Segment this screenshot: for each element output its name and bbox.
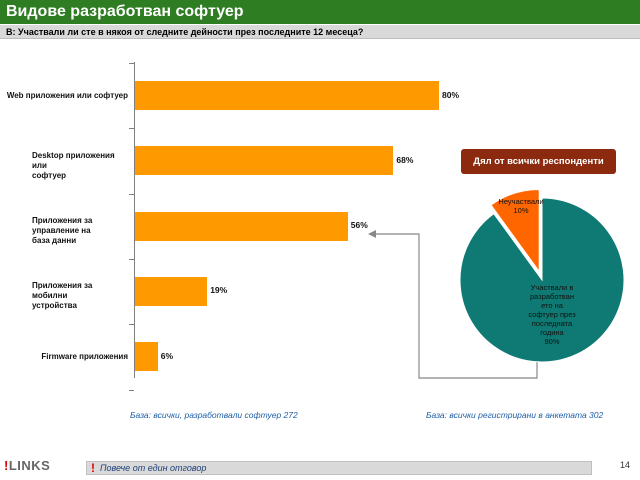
bar-value-label: 68% (396, 154, 414, 165)
axis-tick (129, 389, 134, 391)
bar-category-label: Приложения за управление на база данни (32, 216, 93, 246)
bar-category-label: Firmware приложения (41, 351, 128, 361)
axis-tick (129, 63, 134, 64)
bar-category-label: Web приложения или софтуер (6, 90, 128, 100)
exclamation-icon: ! (91, 461, 95, 475)
company-logo: !LINKS (4, 458, 50, 473)
pie-base-note: База: всички регистрирани в анкетата 302 (426, 410, 604, 420)
bar-value-label: 19% (210, 285, 228, 296)
bar (135, 81, 439, 110)
bar-value-label: 80% (442, 89, 460, 100)
bar (135, 342, 158, 372)
bar (135, 146, 394, 176)
page-title: Видове разработван софтуер (0, 0, 640, 24)
pie-slice (459, 197, 625, 363)
axis-tick (129, 258, 134, 260)
axis-tick (129, 193, 134, 195)
pie-slices (459, 188, 625, 363)
page-number: 14 (620, 460, 631, 470)
pie-chart-title: Дял от всички респонденти (461, 149, 616, 174)
bar-value-label: 6% (160, 350, 174, 361)
bar (135, 276, 208, 306)
bar (135, 211, 348, 241)
survey-question: В: Участвали ли сте в някоя от следните … (0, 25, 640, 39)
bar-chart-axis (134, 62, 135, 378)
pie-slice-label-not-participated: Неучаствали 10% (498, 197, 544, 215)
pie-slice-label-participated: Участвали в разработван ето на софтуер през… (528, 283, 576, 346)
footer-note: Повече от един отговор (100, 463, 207, 473)
axis-tick (129, 128, 134, 130)
bar-base-note: База: всички, разработвали софтуер 272 (130, 410, 298, 420)
footer-bar (86, 461, 592, 475)
connector-arrow-line (374, 233, 538, 379)
logo-text: LINKS (8, 458, 51, 473)
bar-category-label: Приложения за мобилни устройства (32, 281, 93, 311)
logo-mark: ! (4, 458, 9, 473)
bar-category-label: Desktop приложения или софтуер (32, 150, 115, 180)
bar-value-label: 56% (350, 220, 368, 231)
connector-arrow-head (368, 230, 376, 238)
pie-slice (490, 188, 540, 273)
axis-tick (129, 324, 134, 326)
